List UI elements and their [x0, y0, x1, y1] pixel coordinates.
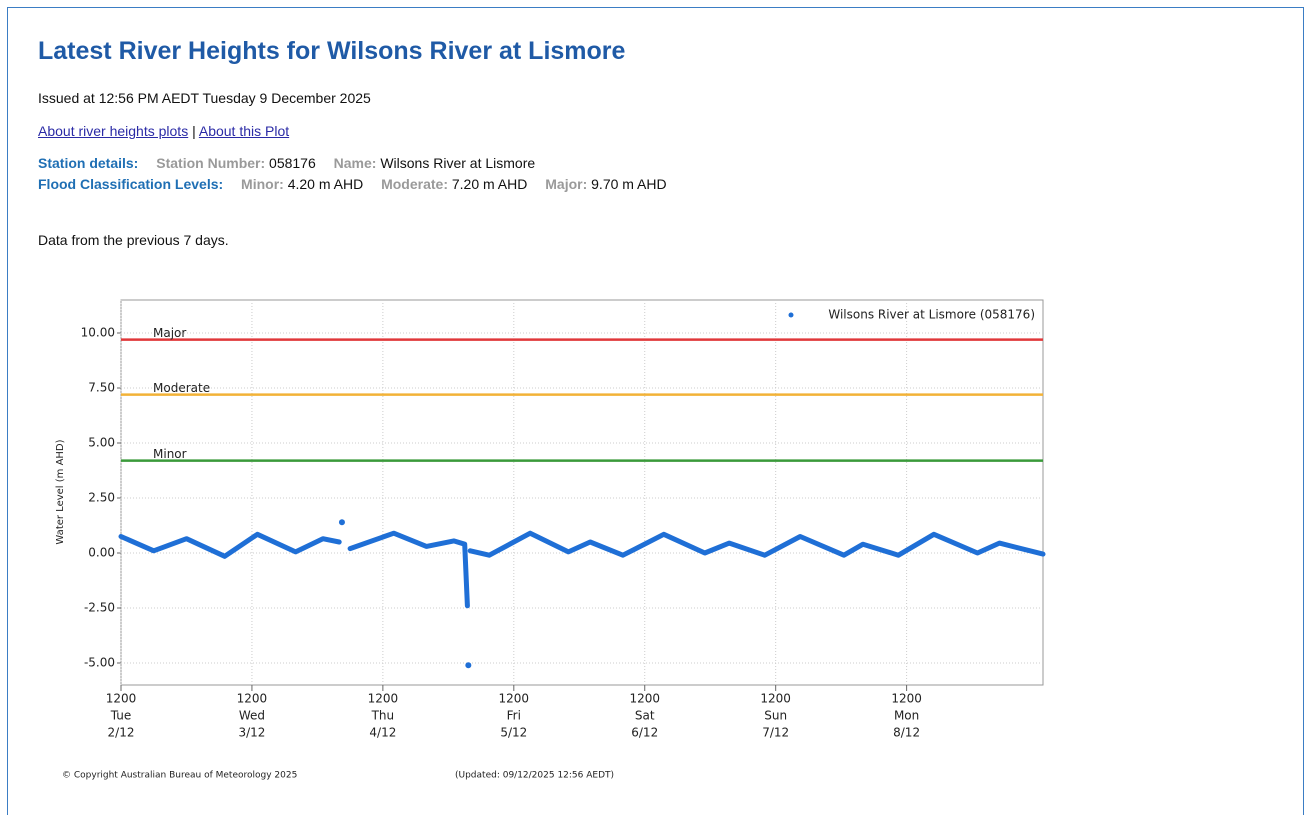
heading: Station details: — [38, 155, 139, 171]
value: 7.20 m AHD — [451, 176, 528, 192]
flood-levels: Flood Classification Levels: Minor: 4.20… — [38, 176, 667, 192]
data-line — [118, 531, 342, 559]
separator: | — [192, 123, 196, 139]
x-tick-label: Sat — [635, 709, 655, 723]
y-tick-label: 2.50 — [88, 491, 115, 505]
y-tick-label: 0.00 — [88, 546, 115, 560]
page-frame — [7, 7, 1304, 815]
data-line — [467, 530, 1046, 558]
x-tick-label: 5/12 — [500, 726, 527, 740]
x-tick-label: 1200 — [368, 692, 399, 706]
station-details: Station details: Station Number: 058176 … — [38, 155, 535, 171]
threshold-label: Minor — [153, 447, 187, 461]
x-tick-label: 1200 — [760, 692, 791, 706]
legend-marker — [788, 312, 794, 318]
x-tick-label: 3/12 — [238, 726, 265, 740]
x-tick-label: 1200 — [891, 692, 922, 706]
value: 058176 — [269, 155, 316, 171]
y-tick-label: 10.00 — [81, 326, 115, 340]
x-tick-label: Thu — [371, 709, 395, 723]
value: Wilsons River at Lismore — [380, 155, 536, 171]
x-tick-label: 4/12 — [369, 726, 396, 740]
y-tick-label: 5.00 — [88, 436, 115, 450]
x-tick-label: 1200 — [237, 692, 268, 706]
updated: (Updated: 09/12/2025 12:56 AEDT) — [455, 771, 614, 781]
x-tick-label: 1200 — [629, 692, 660, 706]
x-tick-label: 6/12 — [631, 726, 658, 740]
x-tick-label: 1200 — [499, 692, 530, 706]
heading: Flood Classification Levels: — [38, 176, 224, 192]
y-tick-label: -5.00 — [84, 656, 115, 670]
plot-area — [120, 299, 1044, 686]
label: Name: — [333, 155, 377, 171]
x-tick-label: Mon — [894, 709, 919, 723]
x-tick-label: Sun — [764, 709, 787, 723]
link[interactable]: About this Plot — [198, 123, 290, 139]
label: Station Number: — [156, 155, 266, 171]
data-point — [465, 662, 472, 669]
links: About river heights plots | About this P… — [38, 123, 289, 139]
legend-label: Wilsons River at Lismore (058176) — [828, 308, 1035, 322]
label: Minor: — [241, 176, 284, 192]
y-axis-label: Water Level (m AHD) — [55, 439, 66, 544]
label: Major: — [545, 176, 588, 192]
x-tick-label: Tue — [110, 709, 132, 723]
threshold-label: Moderate — [153, 381, 210, 395]
link[interactable]: About river heights plots — [38, 123, 189, 139]
threshold-label: Major — [153, 326, 186, 340]
x-tick-label: 8/12 — [893, 726, 920, 740]
x-tick-label: 1200 — [106, 692, 137, 706]
page-title: Latest River Heights for Wilsons River a… — [38, 37, 626, 65]
label: Moderate: — [381, 176, 448, 192]
data-point — [338, 519, 345, 526]
y-tick-label: 7.50 — [88, 381, 115, 395]
issued: Issued at 12:56 PM AEDT Tuesday 9 Decemb… — [38, 90, 371, 106]
note: Data from the previous 7 days. — [38, 232, 229, 248]
x-tick-label: Wed — [239, 709, 265, 723]
x-tick-label: 7/12 — [762, 726, 789, 740]
value: 4.20 m AHD — [287, 176, 364, 192]
y-tick-label: -2.50 — [84, 601, 115, 615]
data-line — [347, 530, 470, 609]
x-tick-label: Fri — [507, 709, 521, 723]
x-tick-label: 2/12 — [108, 726, 135, 740]
value: 9.70 m AHD — [591, 176, 667, 192]
copyright: © Copyright Australian Bureau of Meteoro… — [62, 771, 297, 781]
